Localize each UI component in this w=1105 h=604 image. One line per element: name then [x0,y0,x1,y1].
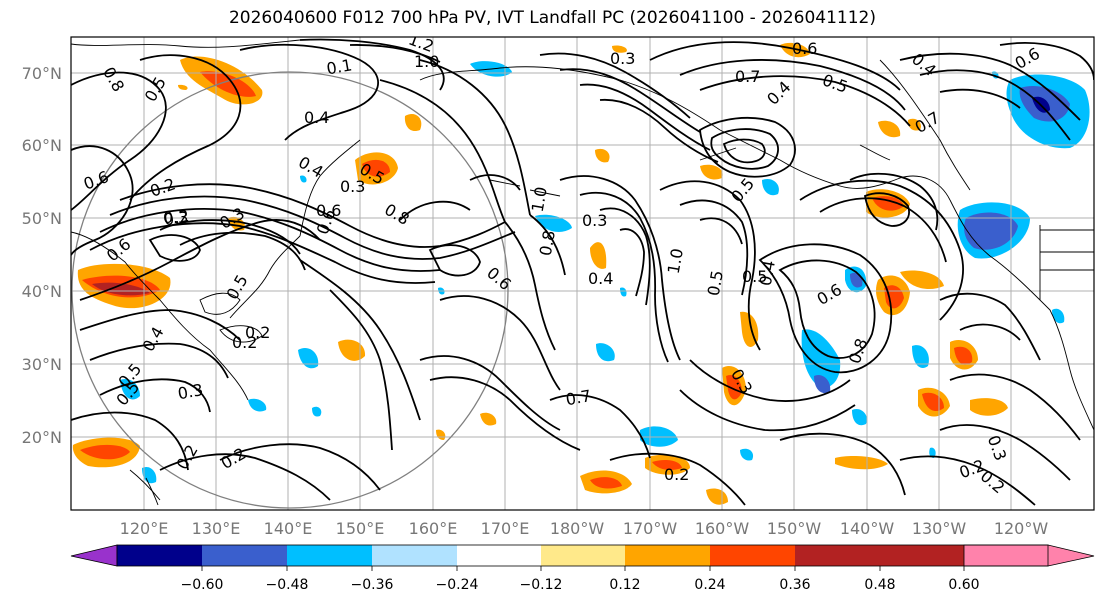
contour-label: 0.4 [304,108,329,127]
graticule [71,37,1094,510]
contour-label: 0.2 [162,206,190,229]
coastlines [71,39,1094,506]
contour-label: 0.5 [704,269,727,297]
contour-label: 0.8 [536,229,559,257]
colorbar: −0.60 −0.48 −0.36 −0.24 −0.12 0.12 0.24 … [70,544,1095,593]
lat-label: 70°N [22,64,62,83]
contour-label: 0.3 [176,380,204,403]
lon-label: 130°E [192,519,241,538]
contour-label: 1.0 [414,52,439,71]
contour-label: 0.3 [582,211,607,230]
colorbar-extend-max [880,545,964,566]
colorbar-tick-label: −0.48 [266,577,309,593]
contour-label: 0.1 [325,55,353,78]
colorbar-ticks [201,566,965,571]
colorbar-tick-label: 0.48 [864,577,895,593]
contour-label: 0.3 [610,49,635,68]
lon-label: 130°W [912,519,967,538]
colorbar-tick-label: 0.36 [779,577,810,593]
colorbar-extend-min [70,544,118,567]
contour-label: 0.3 [163,208,188,227]
colorbar-segment [202,545,287,566]
lon-label: 140°W [840,519,895,538]
colorbar-segment [541,545,625,566]
contour-label: 0.5 [742,267,767,286]
contour-label: 0.6 [316,201,341,220]
lon-label: 160°W [695,519,750,538]
contour-label: 0.6 [792,39,817,58]
contour-label: 1.0 [528,185,551,213]
lon-label: 170°E [481,519,530,538]
longitude-labels: 120°E 130°E 140°E 150°E 160°E 170°E 180°… [120,519,1049,538]
contour-label: 0.3 [340,177,365,196]
lat-label: 20°N [22,428,62,447]
colorbar-tick-label: −0.12 [520,577,563,593]
colorbar-tick-label: −0.60 [181,577,224,593]
lon-label: 120°E [120,519,169,538]
lat-label: 30°N [22,355,62,374]
colorbar-segment [457,545,541,566]
colorbar-segment [795,545,880,566]
colorbar-tick-label: 0.24 [694,577,725,593]
latitude-labels: 70°N 60°N 50°N 40°N 30°N 20°N [22,64,62,447]
contour-label: 0.2 [245,323,270,342]
chart-title: 2026040600 F012 700 hPa PV, IVT Landfall… [228,8,876,28]
shading-layer [72,42,1090,505]
lon-label: 150°W [767,519,822,538]
contour-label: 0.2 [232,333,257,352]
colorbar-frame [116,544,1049,567]
lat-label: 50°N [22,209,62,228]
colorbar-segment [117,545,202,566]
pv-contours [71,38,1094,506]
contour-label: 0.7 [564,386,592,409]
lon-label: 150°E [336,519,385,538]
lon-label: 170°W [623,519,678,538]
colorbar-tick-label: −0.36 [351,577,394,593]
map-frame [70,36,1095,511]
colorbar-segment [287,545,372,566]
lon-label: 140°E [264,519,313,538]
map-background [71,37,1094,510]
lon-label: 160°E [409,519,458,538]
contour-label: 1.0 [664,247,687,275]
contour-label: 0.7 [735,67,760,86]
contour-label: 0.4 [756,259,779,287]
lon-label: 180°W [550,519,605,538]
contour-label: 0.4 [588,269,613,288]
map-area: 1.2 1.0 0.8 0.5 0.4 0.3 0.2 0.6 0.7 0.3 … [71,37,1094,510]
lon-label: 120°W [994,519,1049,538]
lat-label: 40°N [22,282,62,301]
colorbar-extend-max-tip [963,544,1095,567]
colorbar-tick-label: 0.60 [948,577,979,593]
colorbar-tick-label: 0.12 [609,577,640,593]
colorbar-segment [710,545,795,566]
lat-label: 60°N [22,136,62,155]
colorbar-segment [625,545,710,566]
contour-label: 0.2 [664,465,689,484]
colorbar-tick-label: −0.24 [436,577,479,593]
colorbar-segment [372,545,457,566]
